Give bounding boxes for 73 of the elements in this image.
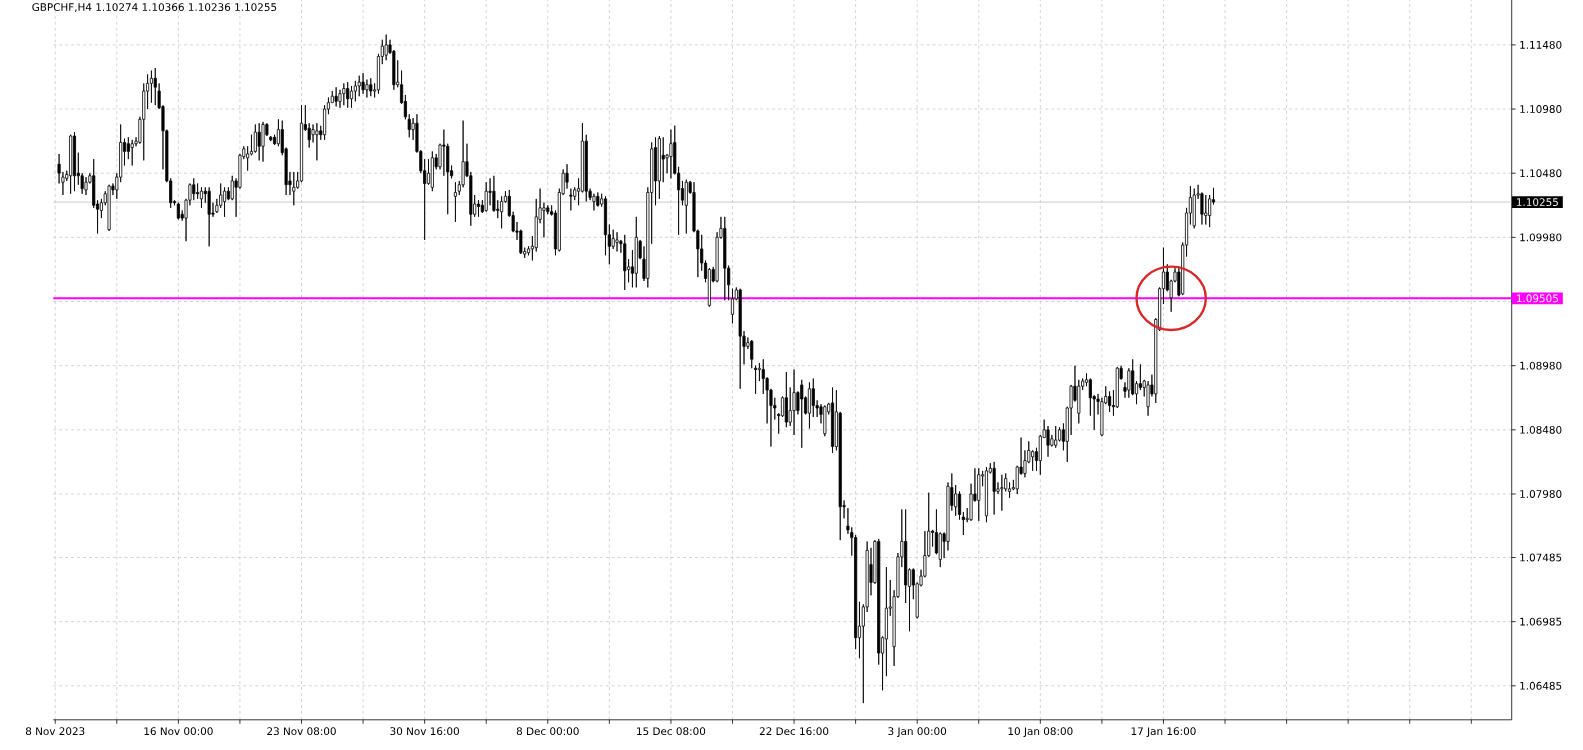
candlestick: [153, 67, 157, 106]
candlestick: [723, 216, 727, 301]
ref-line-label: 1.10255: [1517, 198, 1558, 207]
candlestick: [292, 171, 296, 206]
x-tick-label: 17 Jan 16:00: [1131, 727, 1196, 738]
x-tick-label: 30 Nov 16:00: [390, 727, 459, 736]
y-tick-label: 1.06485: [1520, 682, 1562, 690]
candlestick: [261, 121, 265, 163]
candlestick: [69, 134, 73, 195]
candlestick: [807, 382, 811, 430]
candlestick: [738, 288, 742, 390]
y-tick-label: 1.06985: [1520, 617, 1562, 626]
candlestick: [792, 369, 796, 436]
x-tick-label: 23 Nov 08:00: [267, 727, 336, 736]
x-tick-label: 22 Dec 16:00: [759, 727, 829, 736]
candlestick: [430, 151, 434, 192]
candlestick: [1192, 188, 1196, 230]
candlestick: [207, 187, 211, 247]
candlestick: [176, 202, 180, 221]
candlestick: [569, 188, 573, 212]
candlestick: [199, 187, 204, 209]
candlestick: [342, 83, 346, 106]
candlestick: [1204, 194, 1208, 226]
candlestick: [453, 182, 457, 223]
y-tick-label: 1.09980: [1520, 233, 1562, 242]
candlestick: [684, 179, 688, 235]
x-tick-label: 15 Dec 08:00: [637, 727, 706, 736]
candlestick: [669, 129, 673, 179]
candlestick: [750, 339, 754, 369]
candlestick: [269, 135, 273, 142]
x-tick-label: 10 Jan 08:00: [1008, 727, 1073, 738]
candlestick: [107, 184, 111, 232]
candlestick: [615, 232, 619, 253]
x-tick-label: 8 Nov 2023: [25, 727, 85, 736]
y-tick-label: 1.07980: [1520, 490, 1562, 499]
candlestick: [222, 187, 227, 218]
candlestick: [361, 72, 365, 95]
candlestick: [961, 511, 965, 536]
candlestick: [730, 288, 735, 324]
y-tick-label: 1.10980: [1520, 105, 1562, 114]
candlestick: [334, 87, 338, 108]
y-tick-label: 1.08980: [1520, 361, 1562, 370]
candlestick: [346, 81, 350, 109]
chart-title: GBPCHF,H4 1.10274 1.10366 1.10236 1.10255: [32, 3, 277, 13]
candlestick: [823, 405, 827, 437]
y-tick-label: 1.10480: [1520, 169, 1562, 178]
candlestick: [369, 78, 373, 97]
candlestick: [1000, 474, 1004, 512]
y-tick-label: 1.11480: [1520, 41, 1562, 50]
candlestick: [315, 123, 319, 162]
candlestick: [830, 387, 835, 454]
candlestick: [130, 139, 134, 167]
y-tick-label: 1.08480: [1520, 426, 1562, 435]
candlestick: [784, 371, 788, 428]
candlestick: [1054, 425, 1058, 449]
candlestick: [596, 192, 600, 208]
candlestick: [977, 468, 981, 522]
candlestick: [72, 132, 77, 192]
candlestick: [484, 182, 488, 213]
y-tick-label: 1.07485: [1520, 553, 1562, 562]
candlestick: [384, 34, 388, 61]
candlestick: [257, 123, 261, 162]
x-tick-label: 3 Jan 00:00: [888, 727, 947, 738]
candlestick: [623, 234, 627, 291]
x-tick-label: 16 Nov 00:00: [144, 727, 213, 736]
candlestick: [634, 216, 638, 289]
candlestick: [800, 379, 804, 449]
candlestick: [754, 365, 758, 395]
candlestick: [984, 466, 989, 523]
candlestick: [992, 461, 996, 516]
x-tick-label: 8 Dec 00:00: [516, 727, 579, 736]
ref-line-label: 1.09505: [1517, 294, 1558, 303]
candlestick: [84, 176, 88, 196]
